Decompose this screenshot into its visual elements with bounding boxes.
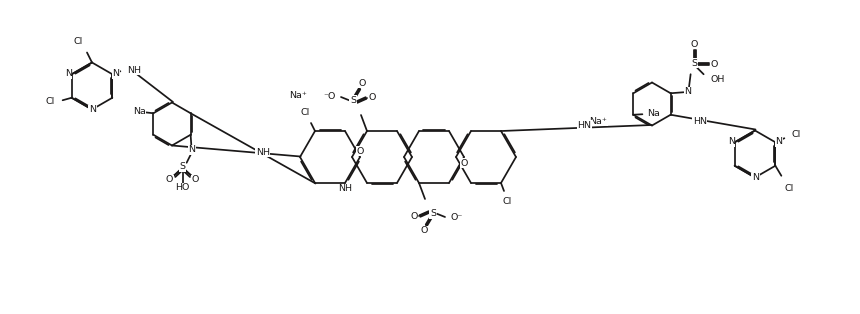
- Text: O: O: [356, 147, 364, 155]
- Text: Cl: Cl: [300, 107, 310, 116]
- Text: O: O: [359, 78, 366, 88]
- Text: Na: Na: [648, 109, 660, 118]
- Text: Na⁺: Na⁺: [589, 116, 607, 126]
- Text: NH: NH: [255, 148, 270, 157]
- Text: N: N: [684, 87, 691, 96]
- Text: HO: HO: [175, 183, 190, 192]
- Text: Cl: Cl: [792, 130, 801, 139]
- Text: OH: OH: [710, 75, 725, 84]
- Text: N: N: [89, 106, 96, 115]
- Text: O: O: [460, 159, 468, 167]
- Text: NH: NH: [127, 66, 141, 75]
- Text: O: O: [691, 40, 698, 49]
- Text: N: N: [64, 69, 71, 78]
- Text: O: O: [192, 175, 200, 184]
- Text: O: O: [166, 175, 174, 184]
- Text: N: N: [113, 69, 120, 78]
- Text: HN: HN: [693, 117, 707, 126]
- Text: N: N: [728, 137, 734, 146]
- Text: HN: HN: [578, 121, 592, 130]
- Text: O: O: [711, 60, 718, 69]
- Text: S: S: [350, 95, 356, 105]
- Text: N: N: [752, 174, 759, 182]
- Text: ⁻O: ⁻O: [323, 91, 336, 100]
- Text: NH: NH: [338, 185, 352, 193]
- Text: O: O: [368, 93, 376, 101]
- Text: S: S: [691, 59, 697, 68]
- Text: O⁻: O⁻: [451, 214, 464, 223]
- Text: Cl: Cl: [73, 37, 83, 46]
- Text: Na⁺: Na⁺: [289, 90, 307, 100]
- Text: Cl: Cl: [784, 184, 794, 193]
- Text: S: S: [430, 209, 436, 219]
- Text: S: S: [180, 162, 186, 171]
- Text: Na: Na: [133, 107, 146, 116]
- Text: N: N: [188, 145, 195, 154]
- Text: Cl: Cl: [502, 198, 512, 207]
- Text: Cl: Cl: [45, 97, 54, 106]
- Text: N: N: [776, 137, 783, 146]
- Text: O: O: [410, 213, 418, 221]
- Text: O: O: [421, 226, 427, 236]
